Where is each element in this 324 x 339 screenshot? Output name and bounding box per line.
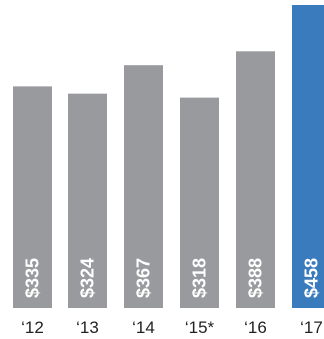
data-label-5: $458 bbox=[302, 258, 322, 298]
x-tick-label-2: ‘14 bbox=[132, 318, 155, 337]
x-tick-label-3: ‘15* bbox=[185, 318, 215, 337]
bar-4 bbox=[236, 51, 275, 308]
data-label-0: $335 bbox=[23, 258, 43, 298]
bars-layer bbox=[13, 5, 324, 309]
data-labels-layer: $335 $324 $367 $318 $388 $458 bbox=[23, 258, 322, 298]
x-tick-label-4: ‘16 bbox=[244, 318, 267, 337]
data-label-4: $388 bbox=[246, 258, 266, 298]
x-tick-label-5: ‘17 bbox=[300, 318, 323, 337]
bar-1 bbox=[68, 93, 107, 308]
x-tick-labels-layer: ‘12 ‘13 ‘14 ‘15* ‘16 ‘17 bbox=[21, 318, 323, 337]
bar-0 bbox=[13, 86, 52, 309]
x-tick-label-1: ‘13 bbox=[76, 318, 99, 337]
bar-3 bbox=[180, 97, 219, 308]
bar-2 bbox=[124, 65, 163, 308]
data-label-1: $324 bbox=[78, 258, 98, 298]
data-label-3: $318 bbox=[190, 258, 210, 298]
x-tick-label-0: ‘12 bbox=[21, 318, 44, 337]
data-label-2: $367 bbox=[134, 258, 154, 298]
bar-5 bbox=[292, 5, 324, 308]
